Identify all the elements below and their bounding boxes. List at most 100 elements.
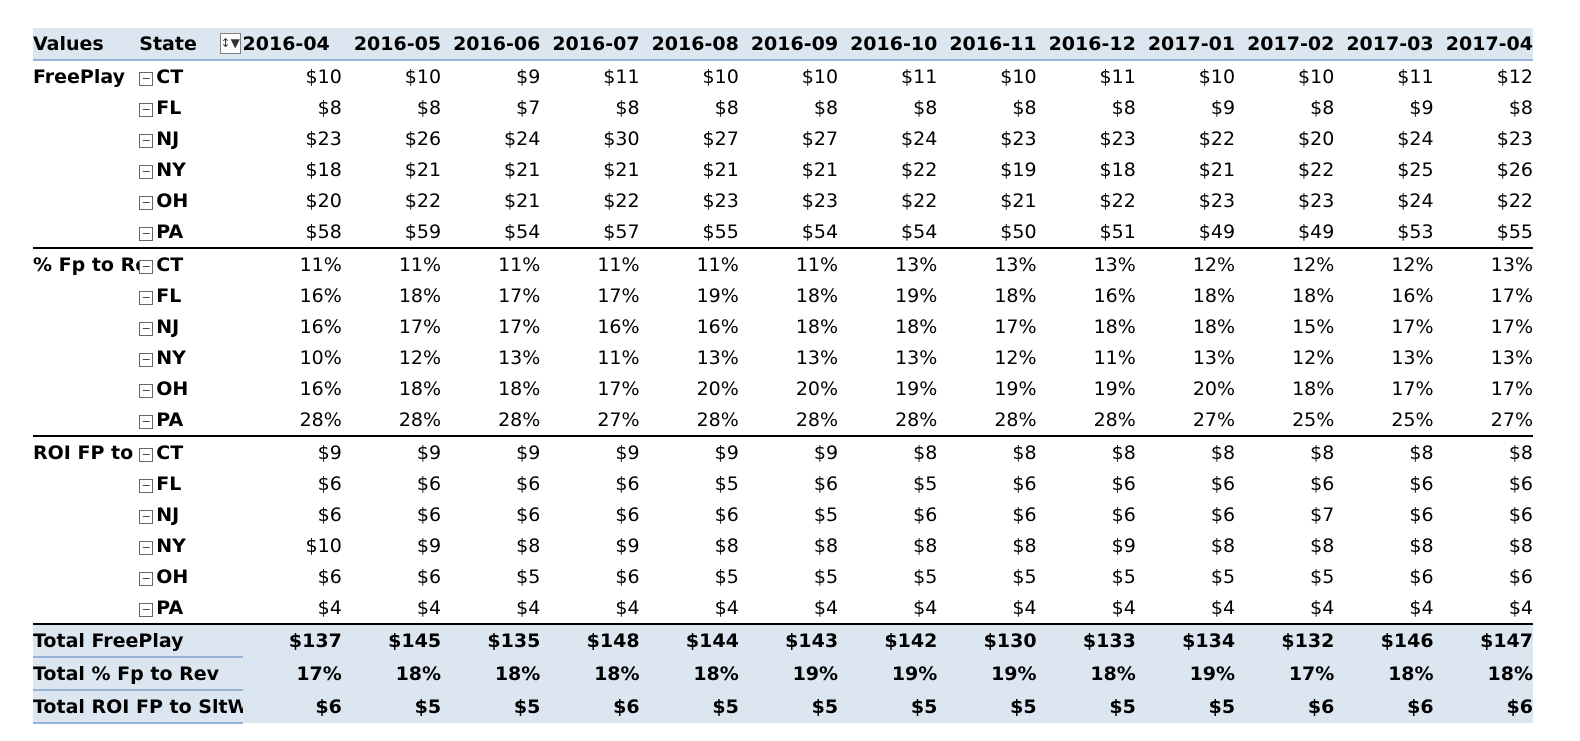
value-cell: $6 bbox=[1012, 503, 1037, 526]
values-header: Values bbox=[33, 28, 140, 61]
collapse-icon[interactable]: − bbox=[139, 133, 154, 148]
value-cell: 28% bbox=[242, 404, 342, 437]
value-cell: $4 bbox=[639, 592, 739, 625]
value-cell: 20% bbox=[1192, 377, 1236, 400]
value-cell: $9 bbox=[317, 441, 342, 464]
month-header[interactable]: 2016-09 bbox=[738, 28, 839, 61]
state-cell: − OH bbox=[139, 561, 242, 592]
collapse-icon[interactable]: − bbox=[139, 321, 154, 336]
month-header[interactable]: 2016-05 bbox=[341, 28, 442, 61]
state-label: NY bbox=[156, 346, 186, 369]
value-cell: 12% bbox=[1292, 253, 1335, 276]
month-header[interactable]: 2016-06 bbox=[441, 28, 541, 61]
value-cell: 10% bbox=[299, 346, 342, 369]
collapse-icon[interactable]: − bbox=[139, 571, 154, 586]
state-label: NY bbox=[156, 158, 186, 181]
state-cell: − PA bbox=[139, 592, 243, 625]
total-value-cell: $5 bbox=[341, 690, 442, 723]
collapse-icon[interactable]: − bbox=[139, 447, 154, 462]
value-cell: $23 bbox=[1198, 189, 1236, 212]
value-cell: $4 bbox=[441, 592, 541, 625]
month-header[interactable]: 2016-10 bbox=[838, 28, 938, 61]
total-row: Total FreePlay $137 $145 $135 $148 $144 $143 $1… bbox=[33, 623, 1533, 658]
total-value-cell: 18% bbox=[341, 657, 442, 690]
collapse-icon[interactable]: − bbox=[139, 540, 154, 555]
collapse-icon[interactable]: − bbox=[139, 290, 154, 305]
value-cell: $6 bbox=[416, 503, 442, 526]
total-value-cell: $6 bbox=[1334, 690, 1434, 723]
month-header[interactable]: 2017-02 bbox=[1235, 28, 1335, 61]
value-cell: $8 bbox=[1210, 534, 1236, 557]
value-cell: $6 bbox=[813, 472, 839, 495]
value-cell: $4 bbox=[540, 592, 640, 625]
collapse-icon[interactable]: − bbox=[139, 414, 154, 429]
value-cell: $21 bbox=[404, 158, 442, 181]
value-cell: $10 bbox=[305, 65, 342, 88]
value-cell: 27% bbox=[1433, 404, 1533, 437]
value-cell: $8 bbox=[913, 441, 938, 464]
month-header[interactable]: 2016-07 bbox=[540, 28, 640, 61]
collapse-icon[interactable]: − bbox=[139, 195, 154, 210]
state-cell: − CT bbox=[139, 436, 242, 468]
month-header[interactable]: 2017-04 bbox=[1433, 28, 1533, 61]
month-header[interactable]: 2016-11 bbox=[937, 28, 1037, 61]
value-cell: $6 bbox=[615, 565, 640, 588]
sort-filter-icon[interactable]: ↕▼ bbox=[219, 33, 241, 54]
collapse-icon[interactable]: − bbox=[139, 509, 154, 524]
value-cell: $6 bbox=[1210, 472, 1236, 495]
total-value-cell: 18% bbox=[639, 657, 739, 690]
value-cell: 28% bbox=[441, 404, 541, 437]
month-header[interactable]: 2017-03 bbox=[1334, 28, 1434, 61]
collapse-icon[interactable]: − bbox=[139, 352, 154, 367]
value-group-label bbox=[33, 468, 139, 499]
total-value-cell: $6 bbox=[242, 690, 342, 723]
collapse-icon[interactable]: − bbox=[139, 478, 154, 493]
month-header[interactable]: 2016-08 bbox=[639, 28, 739, 61]
value-cell: $8 bbox=[1012, 96, 1037, 119]
value-cell: $53 bbox=[1334, 216, 1434, 249]
value-cell: $8 bbox=[714, 96, 739, 119]
collapse-icon[interactable]: − bbox=[139, 383, 154, 398]
collapse-icon[interactable]: − bbox=[139, 164, 154, 179]
value-cell: $57 bbox=[540, 216, 640, 249]
state-label: OH bbox=[156, 377, 189, 400]
collapse-icon[interactable]: − bbox=[139, 71, 154, 86]
total-label: Total ROI FP to SltWin bbox=[33, 690, 243, 724]
value-cell: 18% bbox=[398, 284, 442, 307]
state-label: FL bbox=[156, 472, 182, 495]
value-group-label bbox=[33, 404, 140, 437]
month-header[interactable]: 2017-01 bbox=[1135, 28, 1236, 61]
value-cell: 11% bbox=[795, 253, 839, 276]
state-cell: − NY bbox=[139, 154, 242, 185]
value-cell: $9 bbox=[1111, 534, 1136, 557]
value-cell: $9 bbox=[416, 441, 442, 464]
table-row: − NJ $6 $6 $6 $6 $6 $5 $6 $6 $6 $6 $7 $6 $6 bbox=[33, 499, 1533, 530]
month-header[interactable]: 2016-04 bbox=[242, 28, 342, 61]
value-cell: 28% bbox=[639, 404, 739, 437]
collapse-icon[interactable]: − bbox=[139, 259, 154, 274]
value-cell: $9 bbox=[516, 65, 541, 88]
collapse-icon[interactable]: − bbox=[139, 102, 154, 117]
value-group-label bbox=[33, 216, 140, 249]
state-label: CT bbox=[156, 65, 184, 88]
state-cell: − NY bbox=[139, 342, 242, 373]
value-cell: $54 bbox=[441, 216, 541, 249]
collapse-icon[interactable]: − bbox=[139, 226, 154, 241]
value-cell: $6 bbox=[416, 472, 442, 495]
value-cell: $8 bbox=[1508, 441, 1533, 464]
value-cell: $8 bbox=[1111, 96, 1136, 119]
value-cell: 18% bbox=[795, 315, 839, 338]
month-header[interactable]: 2016-12 bbox=[1036, 28, 1136, 61]
total-value-cell: $5 bbox=[639, 690, 739, 723]
total-label: Total % Fp to Rev bbox=[33, 657, 243, 691]
value-cell: $22 bbox=[1198, 127, 1236, 150]
state-label: PA bbox=[156, 408, 184, 431]
collapse-icon[interactable]: − bbox=[139, 602, 154, 617]
total-value-cell: 17% bbox=[1235, 657, 1335, 690]
value-cell: $8 bbox=[1508, 534, 1533, 557]
total-value-cell: $5 bbox=[838, 690, 938, 723]
value-cell: $55 bbox=[1433, 216, 1533, 249]
value-cell: $23 bbox=[1298, 189, 1335, 212]
value-group-label bbox=[33, 280, 139, 311]
state-header[interactable]: State ↕▼ bbox=[139, 28, 243, 61]
